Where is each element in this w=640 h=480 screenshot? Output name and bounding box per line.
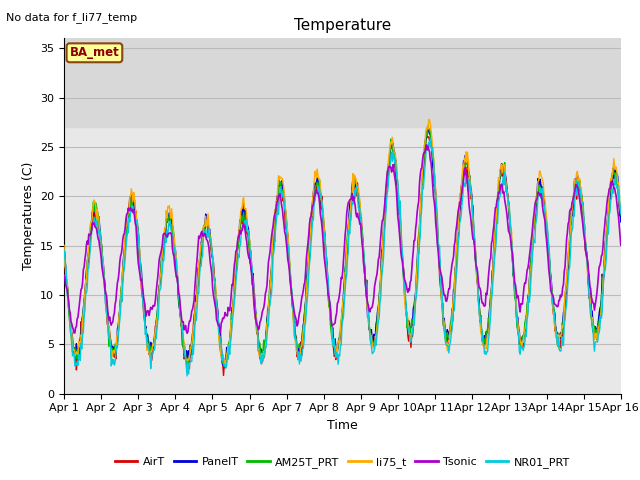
li75_t <box>214 310 221 316</box>
Line: PanelT: PanelT <box>64 128 621 365</box>
X-axis label: Time: Time <box>327 419 358 432</box>
PanelT <box>214 305 221 311</box>
NR01_PRT <box>426 135 434 141</box>
AirT <box>617 209 625 215</box>
AirT <box>60 255 68 261</box>
li75_t <box>411 309 419 314</box>
li75_t <box>70 347 78 352</box>
PanelT <box>60 248 68 254</box>
AM25T_PRT <box>222 365 230 371</box>
Tsonic <box>617 242 625 248</box>
PanelT <box>428 142 436 147</box>
PanelT <box>184 348 192 354</box>
Line: li75_t: li75_t <box>64 120 621 365</box>
Tsonic <box>422 142 430 148</box>
li75_t <box>184 357 192 362</box>
Tsonic <box>127 208 135 214</box>
NR01_PRT <box>127 204 135 210</box>
AM25T_PRT <box>411 300 419 305</box>
NR01_PRT <box>428 148 436 154</box>
AM25T_PRT <box>70 345 78 351</box>
Tsonic <box>183 330 191 336</box>
Legend: AirT, PanelT, AM25T_PRT, li75_t, Tsonic, NR01_PRT: AirT, PanelT, AM25T_PRT, li75_t, Tsonic,… <box>111 453 574 472</box>
li75_t <box>425 117 433 122</box>
li75_t <box>221 362 229 368</box>
Tsonic <box>70 330 78 336</box>
PanelT <box>617 219 625 225</box>
NR01_PRT <box>183 373 191 379</box>
NR01_PRT <box>70 350 78 356</box>
Line: AM25T_PRT: AM25T_PRT <box>64 126 621 368</box>
Tsonic <box>411 238 419 243</box>
AM25T_PRT <box>424 123 432 129</box>
li75_t <box>60 242 68 248</box>
NR01_PRT <box>185 371 193 377</box>
AirT <box>184 362 192 368</box>
AirT <box>70 350 78 356</box>
Line: AirT: AirT <box>64 136 621 375</box>
li75_t <box>428 135 436 141</box>
NR01_PRT <box>214 316 222 322</box>
Tsonic <box>214 322 222 328</box>
NR01_PRT <box>411 313 419 319</box>
AirT <box>428 145 436 151</box>
Text: BA_met: BA_met <box>70 46 119 60</box>
Tsonic <box>428 169 436 175</box>
AM25T_PRT <box>428 146 436 152</box>
li75_t <box>127 186 135 192</box>
AM25T_PRT <box>127 194 135 200</box>
li75_t <box>617 206 625 212</box>
PanelT <box>411 296 419 302</box>
NR01_PRT <box>60 247 68 252</box>
AirT <box>411 308 419 314</box>
NR01_PRT <box>617 211 625 217</box>
AirT <box>423 133 431 139</box>
PanelT <box>70 345 78 350</box>
AM25T_PRT <box>184 355 192 361</box>
AM25T_PRT <box>60 247 68 252</box>
Title: Temperature: Temperature <box>294 18 391 33</box>
Tsonic <box>60 272 68 278</box>
PanelT <box>424 125 432 131</box>
Line: NR01_PRT: NR01_PRT <box>64 138 621 376</box>
Text: No data for f_li77_temp: No data for f_li77_temp <box>6 12 138 23</box>
AirT <box>127 194 135 200</box>
PanelT <box>219 362 227 368</box>
Bar <box>64 38 621 127</box>
Tsonic <box>185 322 193 328</box>
Line: Tsonic: Tsonic <box>64 145 621 333</box>
AM25T_PRT <box>617 212 625 217</box>
PanelT <box>127 192 135 198</box>
AM25T_PRT <box>214 315 221 321</box>
AirT <box>220 372 227 378</box>
Y-axis label: Temperatures (C): Temperatures (C) <box>22 162 35 270</box>
AirT <box>214 306 221 312</box>
